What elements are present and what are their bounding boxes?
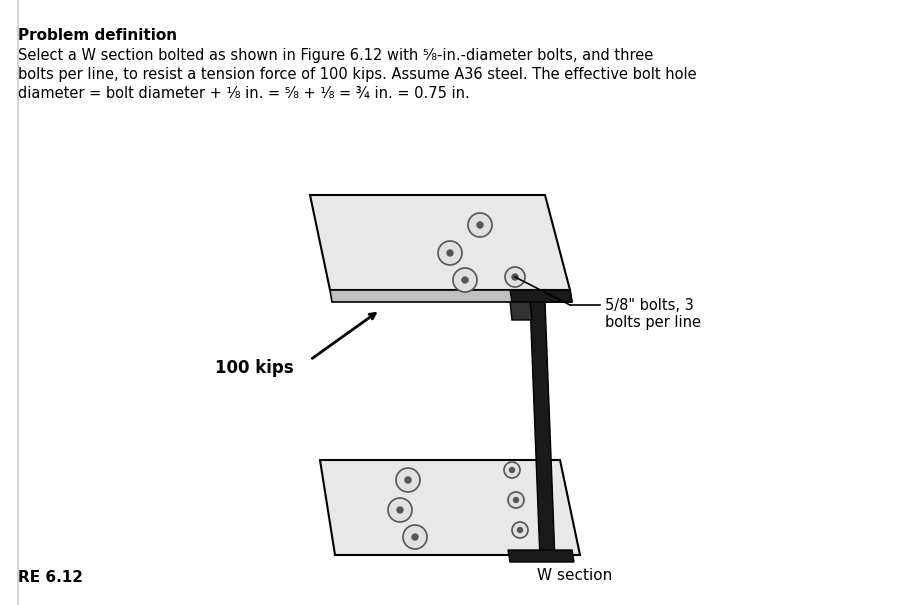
- Polygon shape: [330, 290, 572, 302]
- Circle shape: [517, 528, 523, 532]
- Text: Problem definition: Problem definition: [18, 28, 177, 43]
- Circle shape: [396, 468, 420, 492]
- Circle shape: [453, 268, 477, 292]
- Text: 5/8" bolts, 3
bolts per line: 5/8" bolts, 3 bolts per line: [605, 298, 701, 330]
- Circle shape: [510, 468, 514, 473]
- Circle shape: [397, 507, 403, 513]
- Circle shape: [388, 498, 412, 522]
- Circle shape: [447, 250, 453, 256]
- Text: bolts per line, to resist a tension force of 100 kips. Assume A36 steel. The eff: bolts per line, to resist a tension forc…: [18, 67, 697, 82]
- Polygon shape: [530, 302, 555, 560]
- Circle shape: [508, 492, 524, 508]
- Text: diameter = bolt diameter + ¹⁄₈ in. = ⁵⁄₈ + ¹⁄₈ = ¾ in. = 0.75 in.: diameter = bolt diameter + ¹⁄₈ in. = ⁵⁄₈…: [18, 86, 469, 101]
- Polygon shape: [510, 302, 532, 320]
- Polygon shape: [310, 195, 570, 290]
- Circle shape: [504, 462, 520, 478]
- Circle shape: [412, 534, 418, 540]
- Circle shape: [468, 213, 492, 237]
- Polygon shape: [510, 290, 572, 302]
- Circle shape: [403, 525, 427, 549]
- Circle shape: [512, 274, 518, 280]
- Circle shape: [505, 267, 525, 287]
- Text: W section: W section: [537, 568, 612, 583]
- Circle shape: [438, 241, 462, 265]
- Circle shape: [405, 477, 411, 483]
- Circle shape: [477, 222, 483, 228]
- Text: 100 kips: 100 kips: [215, 359, 293, 377]
- Text: Select a W section bolted as shown in Figure 6.12 with ⁵⁄₈-in.-diameter bolts, a: Select a W section bolted as shown in Fi…: [18, 48, 654, 63]
- Polygon shape: [508, 550, 574, 562]
- Polygon shape: [320, 460, 580, 555]
- Text: RE 6.12: RE 6.12: [18, 570, 83, 585]
- Circle shape: [512, 522, 528, 538]
- Circle shape: [462, 277, 468, 283]
- Circle shape: [514, 497, 518, 503]
